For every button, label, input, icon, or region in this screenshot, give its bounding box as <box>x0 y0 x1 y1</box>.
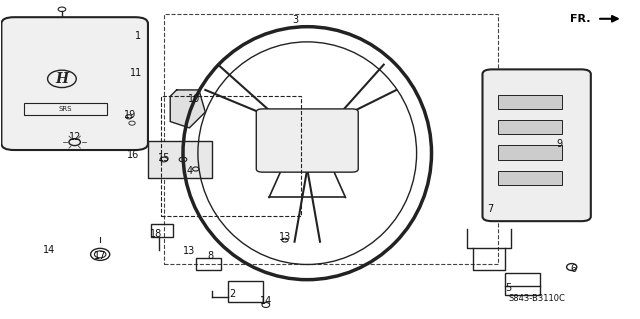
Text: 12: 12 <box>68 132 81 142</box>
Text: H: H <box>56 72 68 86</box>
FancyBboxPatch shape <box>1 17 148 150</box>
Text: 9: 9 <box>557 139 563 149</box>
Bar <box>164 14 499 264</box>
Text: 10: 10 <box>188 94 200 104</box>
Text: 11: 11 <box>131 68 143 78</box>
Text: 1: 1 <box>135 31 141 41</box>
Text: 3: 3 <box>292 15 299 26</box>
Bar <box>505 273 540 295</box>
Bar <box>228 281 262 302</box>
Bar <box>148 141 212 178</box>
Text: 13: 13 <box>183 246 195 256</box>
Text: 16: 16 <box>127 150 140 160</box>
Bar <box>499 95 562 109</box>
Text: 14: 14 <box>43 245 55 255</box>
Text: FR.: FR. <box>570 14 591 24</box>
Text: SRS: SRS <box>58 106 72 112</box>
Bar <box>499 171 562 185</box>
Polygon shape <box>170 90 205 128</box>
Bar <box>161 96 301 216</box>
Bar <box>24 103 106 115</box>
Bar <box>196 257 221 270</box>
Text: 13: 13 <box>279 232 291 242</box>
Text: 15: 15 <box>158 153 171 163</box>
Text: 6: 6 <box>570 263 577 274</box>
Text: 8: 8 <box>207 251 214 261</box>
Text: 2: 2 <box>229 289 235 299</box>
Bar <box>499 145 562 160</box>
Bar <box>499 120 562 134</box>
Text: 7: 7 <box>488 204 494 213</box>
Text: 17: 17 <box>94 251 106 261</box>
FancyBboxPatch shape <box>483 69 591 221</box>
Text: 5: 5 <box>505 283 511 293</box>
Text: 19: 19 <box>124 110 136 120</box>
Text: 14: 14 <box>260 296 272 306</box>
Text: S843-B3110C: S843-B3110C <box>508 294 565 303</box>
Text: 4: 4 <box>186 166 193 175</box>
FancyBboxPatch shape <box>256 109 358 172</box>
Bar <box>151 224 173 237</box>
Text: 18: 18 <box>150 229 162 239</box>
